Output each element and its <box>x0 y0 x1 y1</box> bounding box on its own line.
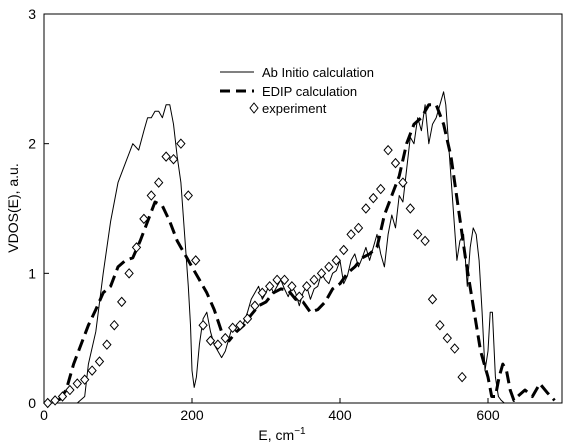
experiment-point <box>65 384 75 396</box>
experiment-point <box>102 339 112 350</box>
experiment-point <box>220 332 230 344</box>
experiment-point <box>198 319 208 331</box>
experiment-point <box>294 291 304 302</box>
experiment-point <box>361 203 371 214</box>
experiment-point <box>420 235 430 247</box>
experiment-point <box>146 190 156 201</box>
experiment-point <box>376 183 386 195</box>
experiment-point <box>131 242 142 253</box>
legend-marker-experiment <box>249 102 259 114</box>
experiment-point <box>176 138 186 149</box>
experiment-point <box>191 255 201 266</box>
experiment-point <box>257 287 267 299</box>
experiment-point <box>331 255 341 266</box>
plot-area-frame <box>43 13 563 404</box>
axis-ticks: 0 200 400 600 0 1 2 3 <box>28 6 500 423</box>
legend-label-ab-initio: Ab Initio calculation <box>262 65 374 80</box>
experiment-point <box>265 281 275 292</box>
experiment-point <box>43 397 53 409</box>
y-tick-label: 2 <box>28 136 36 152</box>
experiment-point <box>117 296 127 308</box>
experiment-point <box>250 300 260 312</box>
experiment-point <box>302 281 312 292</box>
y-tick-label: 1 <box>28 265 36 281</box>
experiment-point <box>324 261 334 273</box>
experiment-point <box>368 192 378 204</box>
experiment-point <box>427 294 438 305</box>
legend: Ab Initio calculation EDIP calculation e… <box>220 65 374 116</box>
experiment-point <box>450 343 460 354</box>
experiment-point <box>339 244 349 256</box>
x-axis-title-main: E, cm <box>258 427 294 443</box>
experiment-point <box>161 151 171 162</box>
experiment-point <box>457 371 467 383</box>
edip-line <box>57 103 556 402</box>
experiment-point <box>413 229 423 240</box>
x-axis-title: E, cm−1 <box>258 426 306 443</box>
y-tick-label: 3 <box>28 6 36 22</box>
experiment-point <box>228 322 238 334</box>
experiment-point <box>390 157 401 169</box>
experiment-point <box>124 268 134 279</box>
experiment-point <box>353 222 364 234</box>
x-tick-label: 600 <box>476 407 500 423</box>
experiment-point <box>72 378 82 389</box>
experiment-point <box>50 395 60 406</box>
experiment-point <box>309 274 319 286</box>
x-tick-label: 0 <box>40 407 48 423</box>
x-tick-label: 200 <box>180 407 204 423</box>
experiment-point <box>346 229 356 240</box>
experiment-point <box>154 177 164 188</box>
y-axis-title: VDOS(E), a.u. <box>5 163 21 252</box>
x-axis-title-superscript: −1 <box>294 426 306 437</box>
experiment-point <box>57 391 68 402</box>
series-layer <box>43 91 556 409</box>
ab-initio-line <box>76 91 505 404</box>
experiment-point <box>139 213 149 225</box>
experiment-point <box>435 319 445 331</box>
experiment-point <box>383 144 393 156</box>
experiment-point <box>80 374 90 385</box>
experiment-point <box>168 153 179 165</box>
legend-label-experiment: experiment <box>262 101 327 116</box>
experiment-point <box>242 313 253 324</box>
experiment-point <box>235 319 245 331</box>
experiment-point <box>287 281 297 292</box>
legend-label-edip: EDIP calculation <box>262 84 357 99</box>
experiment-point <box>183 190 193 201</box>
experiment-point <box>87 365 97 376</box>
experiment-point <box>213 339 223 350</box>
y-tick-label: 0 <box>28 395 36 411</box>
experiment-point <box>398 177 408 188</box>
experiment-point <box>405 203 415 214</box>
experiment-point <box>94 356 105 367</box>
experiment-point <box>316 268 327 279</box>
experiment-point <box>442 332 452 344</box>
x-tick-label: 400 <box>328 407 352 423</box>
experiment-point <box>109 319 119 331</box>
experiment-point <box>272 274 282 286</box>
experiment-point <box>205 335 216 347</box>
experiment-point <box>279 274 290 286</box>
